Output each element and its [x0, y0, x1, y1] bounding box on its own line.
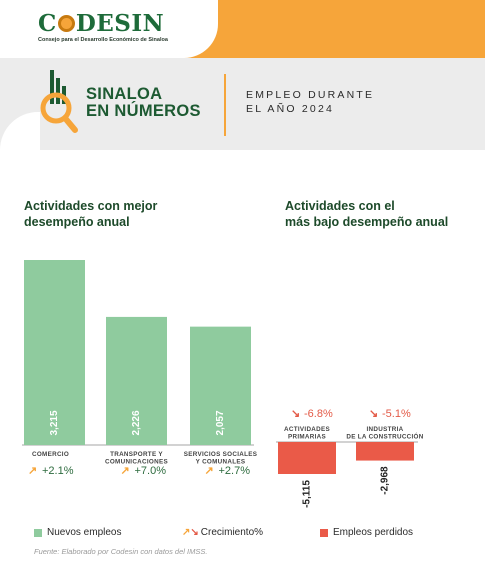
negative-growth-label-1: -6.8% — [304, 408, 333, 420]
arrow-up-right-icon: ↗ — [28, 465, 37, 477]
bar-value-label-3: 2,057 — [215, 410, 226, 435]
employment-bar-chart: 3,215 COMERCIO ↗ +2.1% 2,226 TRANSPORTE YCOMU… — [22, 260, 423, 508]
best-performance-title-line1: Actividades con mejor — [24, 199, 158, 213]
bar-2 — [106, 316, 167, 445]
logo-tagline: Consejo para el Desarrollo Económico de … — [38, 37, 168, 43]
logo-letters-desin: DESIN — [75, 10, 165, 37]
bar-value-label-1: 3,215 — [49, 410, 60, 435]
best-performance-title: Actividades con mejor desempeño anual — [24, 198, 157, 230]
negative-bar-value-label-2: -2,968 — [380, 466, 391, 495]
header-subtitle-line2: EL AÑO 2024 — [246, 103, 335, 115]
negative-category-label-1-line-2: PRIMARIAS — [288, 434, 326, 441]
section-title-line2: EN NÚMEROS — [86, 102, 201, 120]
arrow-up-right-icon: ↗ — [205, 465, 214, 477]
legend-growth-label: Crecimiento% — [200, 527, 264, 538]
legend-green-swatch — [34, 528, 42, 537]
category-label-3-line-2: Y COMUNALES — [196, 459, 246, 466]
negative-category-label-2-line-1: INDUSTRIA — [367, 426, 404, 433]
legend-new-jobs-label: Nuevos empleos — [47, 527, 122, 538]
category-label-2-line-1: TRANSPORTE Y — [110, 451, 163, 458]
worst-performance-title-line2: más bajo desempeño anual — [285, 215, 449, 229]
arrow-down-right-icon: ↘ — [291, 408, 300, 420]
best-performance-title-line2: desempeño anual — [24, 215, 130, 229]
legend-growth: ↗ ↘ Crecimiento% — [182, 527, 263, 538]
negative-category-label-2-line-2: DE LA CONSTRUCCIÓN — [346, 432, 423, 441]
category-label-3-line-1: SERVICIOS SOCIALES — [184, 451, 258, 458]
worst-performance-title-line1: Actividades con el — [285, 199, 395, 213]
worst-performance-title: Actividades con el más bajo desempeño an… — [285, 198, 448, 230]
negative-bar-2 — [356, 442, 414, 461]
arrow-down-right-icon: ↘ — [369, 408, 378, 420]
negative-growth-label-2: -5.1% — [382, 408, 411, 420]
category-label-2-line-2: COMUNICACIONES — [105, 459, 168, 466]
header-divider — [224, 74, 226, 136]
bar-3 — [190, 326, 251, 445]
section-title: SINALOA EN NÚMEROS — [86, 86, 201, 120]
legend-new-jobs: Nuevos empleos — [34, 527, 121, 538]
legend-lost-jobs-label: Empleos perdidos — [333, 527, 414, 538]
legend-red-swatch — [320, 528, 328, 537]
logo-plate: C DESIN Consejo para el Desarrollo Económ… — [0, 0, 218, 58]
header-band — [0, 58, 485, 150]
header-subtitle-line1: EMPLEO DURANTE — [246, 89, 375, 101]
arrow-down-right-icon: ↘ — [190, 527, 199, 538]
header-subtitle: EMPLEO DURANTE EL AÑO 2024 — [246, 88, 374, 116]
logo-sun-icon — [57, 15, 75, 32]
section-title-line1: SINALOA — [86, 85, 163, 103]
arrow-up-right-icon: ↗ — [121, 465, 130, 477]
bar-1 — [24, 260, 85, 445]
growth-label-2: +7.0% — [135, 465, 167, 477]
bar-value-label-2: 2,226 — [131, 410, 142, 435]
logo-letter-c: C — [38, 10, 57, 37]
negative-bar-1 — [278, 442, 336, 474]
category-label-1-line-1: COMERCIO — [32, 451, 69, 458]
growth-label-3: +2.7% — [219, 465, 251, 477]
negative-bar-value-label-1: -5,115 — [302, 480, 313, 508]
codesin-logo: C DESIN — [38, 10, 164, 37]
source-note: Fuente: Elaborado por Codesin con datos … — [34, 547, 208, 556]
legend-lost-jobs: Empleos perdidos — [320, 527, 413, 538]
growth-label-1: +2.1% — [42, 465, 74, 477]
magnifier-chart-icon — [40, 70, 78, 133]
negative-category-label-1-line-1: ACTIVIDADES — [284, 426, 330, 433]
arrow-up-right-icon: ↗ — [182, 527, 191, 538]
